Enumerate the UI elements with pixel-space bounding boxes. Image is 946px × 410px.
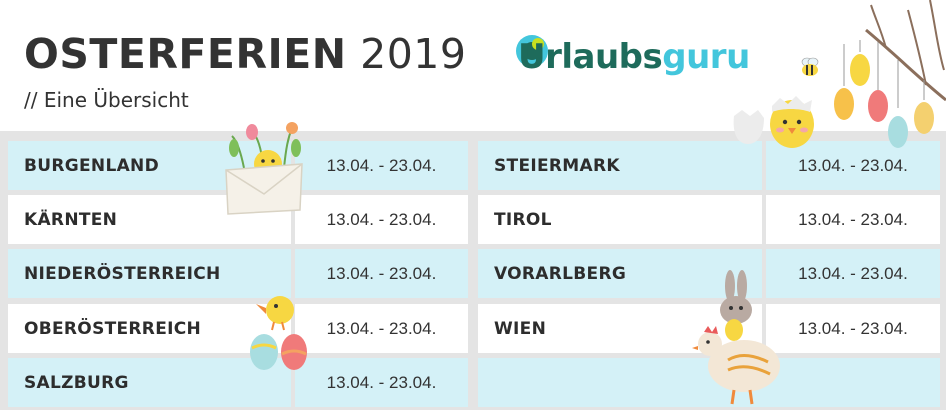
- state-name-niederoesterreich: NIEDERÖSTERREICH: [8, 249, 291, 298]
- title-year: 2019: [360, 30, 467, 78]
- state-name-salzburg: SALZBURG: [8, 358, 291, 407]
- chick-eggshell-icon: [733, 96, 814, 148]
- state-dates-steiermark: 13.04. - 23.04.: [766, 141, 940, 190]
- state-dates-burgenland: 13.04. - 23.04.: [295, 141, 468, 190]
- state-name-vorarlberg: VORARLBERG: [478, 249, 762, 298]
- page-subtitle: // Eine Übersicht: [24, 88, 189, 112]
- branch-eggs-icon: [834, 0, 946, 148]
- state-name-oberoesterreich: OBERÖSTERREICH: [8, 304, 291, 353]
- state-dates-wien: 13.04. - 23.04.: [766, 304, 940, 353]
- logo-text-urlaubs: Urlaubs: [518, 37, 663, 77]
- state-dates-vorarlberg: 13.04. - 23.04.: [766, 249, 940, 298]
- bee-icon: [801, 57, 819, 76]
- logo-pin-icon: [516, 35, 548, 67]
- logo-text-guru: guru: [662, 37, 750, 77]
- chick-eggs-icon: [250, 296, 307, 370]
- state-dates-tirol: 13.04. - 23.04.: [766, 195, 940, 244]
- title-main: OSTERFERIEN: [24, 30, 347, 78]
- envelope-flowers-icon: [225, 122, 303, 215]
- state-dates-kaernten: 13.04. - 23.04.: [295, 195, 468, 244]
- urlaubsguru-logo[interactable]: Urlaubsguru: [510, 28, 760, 88]
- page-title: OSTERFERIEN 2019: [24, 30, 466, 78]
- state-dates-oberoesterreich: 13.04. - 23.04.: [295, 304, 468, 353]
- state-name-steiermark: STEIERMARK: [478, 141, 762, 190]
- state-dates-salzburg: 13.04. - 23.04.: [295, 358, 468, 407]
- state-dates-niederoesterreich: 13.04. - 23.04.: [295, 249, 468, 298]
- hen-bunny-icon: [692, 270, 780, 405]
- state-name-tirol: TIROL: [478, 195, 762, 244]
- logo-text: Urlaubsguru: [518, 37, 750, 77]
